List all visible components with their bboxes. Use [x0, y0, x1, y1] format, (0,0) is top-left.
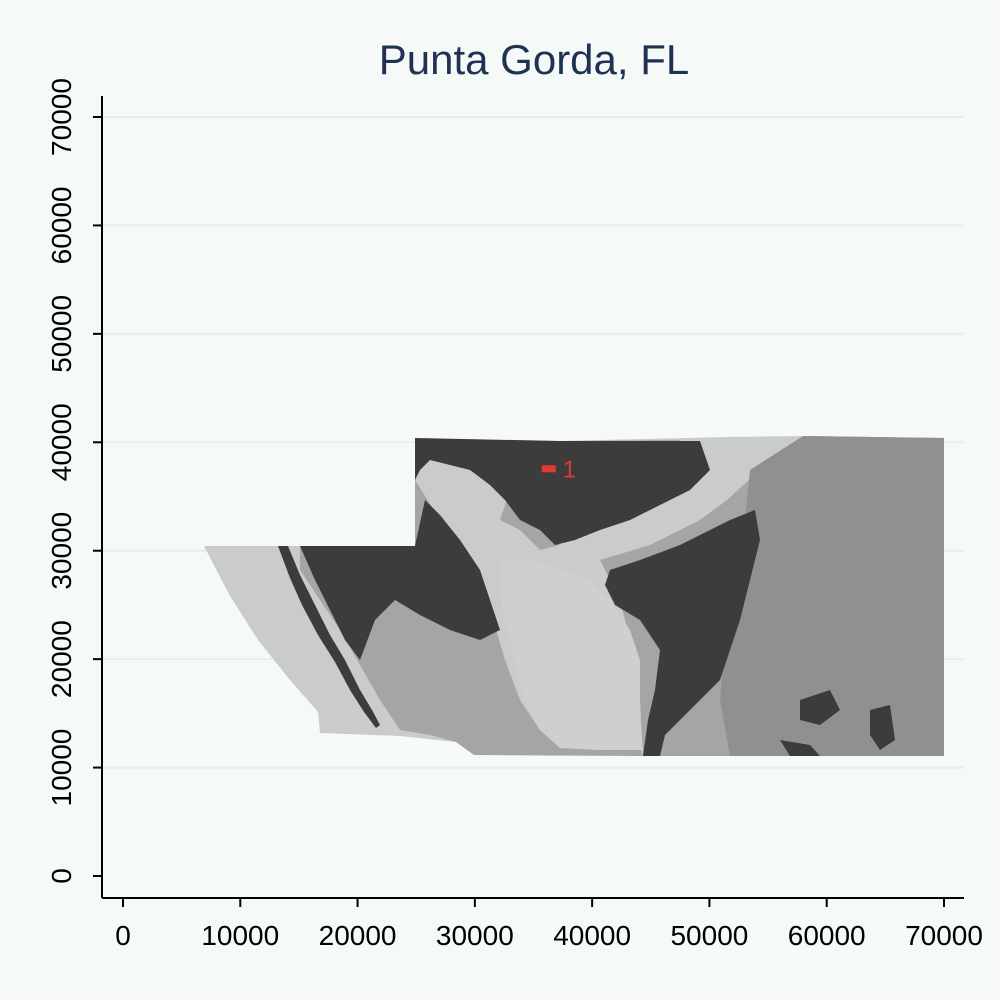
- y-tick-label: 0: [46, 868, 77, 884]
- y-tick-label: 10000: [46, 729, 77, 807]
- x-tick-label: 40000: [553, 920, 631, 951]
- location-marker: 1: [541, 456, 576, 483]
- urban-region-north: [415, 438, 710, 545]
- y-tick-label: 20000: [46, 620, 77, 698]
- x-tick-label: 20000: [319, 920, 397, 951]
- y-tick-label: 50000: [46, 295, 77, 373]
- x-tick-label: 10000: [201, 920, 279, 951]
- urban-patches-southeast: [780, 690, 895, 756]
- x-tick-label: 70000: [905, 920, 983, 951]
- urban-region-northwest: [300, 500, 500, 660]
- y-tick-label: 30000: [46, 512, 77, 590]
- y-tick-label: 40000: [46, 403, 77, 481]
- x-tick-label: 50000: [670, 920, 748, 951]
- y-tick-label: 70000: [46, 78, 77, 156]
- map-raster: [204, 436, 944, 756]
- x-tick-label: 30000: [436, 920, 514, 951]
- land-region-medium: [720, 436, 944, 756]
- map-title: Punta Gorda, FL: [378, 36, 690, 83]
- marker-square: [541, 465, 556, 473]
- x-tick-label: 60000: [788, 920, 866, 951]
- coastal-strip-dark: [278, 546, 380, 728]
- bay-channel: [500, 560, 643, 750]
- marker-label: 1: [563, 456, 576, 483]
- y-tick-label: 60000: [46, 186, 77, 264]
- urban-region-east: [605, 510, 760, 756]
- axes: 0 10000 20000 30000 40000 50000 60000 70000 0 100…: [46, 78, 983, 951]
- x-tick-label: 0: [115, 920, 131, 951]
